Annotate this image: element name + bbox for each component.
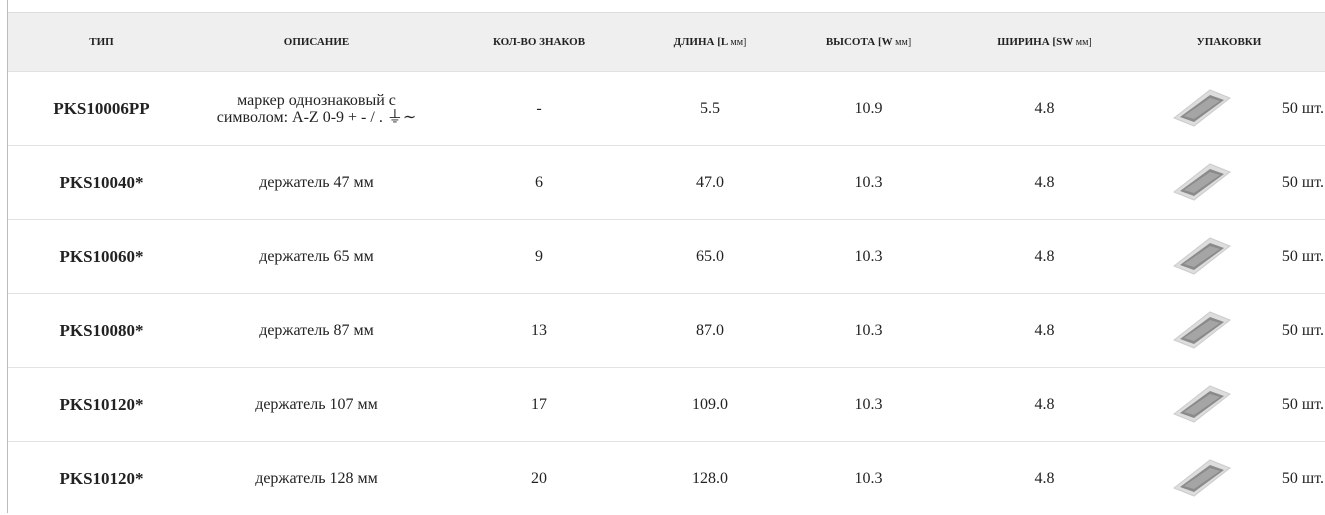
length-cell: 109.0 — [640, 368, 780, 442]
description-line: держатель 65 мм — [259, 248, 374, 265]
length-cell: 65.0 — [640, 220, 780, 294]
pack-quantity: 50 шт. — [1282, 396, 1324, 413]
pack-cell: 50 шт. — [1132, 146, 1325, 220]
count-cell: 13 — [438, 294, 640, 368]
header-cell: КОЛ-ВО ЗНАКОВ — [438, 13, 640, 72]
width-cell: 4.8 — [957, 72, 1132, 146]
pack-quantity: 50 шт. — [1282, 322, 1324, 339]
description-cell: держатель 47 мм — [195, 146, 438, 220]
width-cell: 4.8 — [957, 220, 1132, 294]
description-line: маркер однознаковый с — [237, 92, 396, 109]
height-cell: 10.3 — [780, 220, 957, 294]
package-image — [1170, 162, 1232, 202]
pack-cell: 50 шт. — [1132, 220, 1325, 294]
description-line: держатель 87 мм — [259, 322, 374, 339]
type-cell: PKS10120* — [8, 368, 195, 442]
header-label: ТИП — [89, 36, 113, 48]
length-cell: 5.5 — [640, 72, 780, 146]
header-label: ДЛИНА [L — [674, 36, 728, 48]
pack-quantity: 50 шт. — [1282, 100, 1324, 117]
header-label: ОПИСАНИЕ — [284, 36, 349, 48]
description-cell: держатель 65 мм — [195, 220, 438, 294]
height-cell: 10.3 — [780, 368, 957, 442]
header-cell: ДЛИНА [L мм] — [640, 13, 780, 72]
type-cell: PKS10080* — [8, 294, 195, 368]
header-label: КОЛ-ВО ЗНАКОВ — [493, 36, 585, 48]
pack-quantity: 50 шт. — [1282, 174, 1324, 191]
header-label: ШИРИНА [SW — [997, 36, 1073, 48]
count-cell: 20 — [438, 442, 640, 515]
description-line: держатель 128 мм — [255, 470, 378, 487]
header-unit: мм] — [1076, 37, 1092, 48]
width-cell: 4.8 — [957, 368, 1132, 442]
height-cell: 10.9 — [780, 72, 957, 146]
width-cell: 4.8 — [957, 146, 1132, 220]
height-cell: 10.3 — [780, 146, 957, 220]
header-unit: мм] — [895, 37, 911, 48]
width-cell: 4.8 — [957, 442, 1132, 515]
type-cell: PKS10006PP — [8, 72, 195, 146]
header-cell: ВЫСОТА [W мм] — [780, 13, 957, 72]
header-label: УПАКОВКИ — [1197, 36, 1262, 48]
count-cell: 6 — [438, 146, 640, 220]
header-cell: ОПИСАНИЕ — [195, 13, 438, 72]
header-cell: ТИП — [8, 13, 195, 72]
pack-cell: 50 шт. — [1132, 294, 1325, 368]
pack-cell: 50 шт. — [1132, 72, 1325, 146]
header-cell: ШИРИНА [SW мм] — [957, 13, 1132, 72]
package-image — [1170, 88, 1232, 128]
description-line: держатель 107 мм — [255, 396, 378, 413]
length-cell: 128.0 — [640, 442, 780, 515]
package-image — [1170, 310, 1232, 350]
pack-cell: 50 шт. — [1132, 368, 1325, 442]
description-line: символом: A-Z 0-9 + - / . ⏚∼ — [217, 109, 416, 126]
header-label: ВЫСОТА [W — [826, 36, 893, 48]
type-cell: PKS10060* — [8, 220, 195, 294]
width-cell: 4.8 — [957, 294, 1132, 368]
type-cell: PKS10120* — [8, 442, 195, 515]
type-cell: PKS10040* — [8, 146, 195, 220]
count-cell: - — [438, 72, 640, 146]
length-cell: 47.0 — [640, 146, 780, 220]
pack-quantity: 50 шт. — [1282, 248, 1324, 265]
height-cell: 10.3 — [780, 442, 957, 515]
count-cell: 9 — [438, 220, 640, 294]
package-image — [1170, 236, 1232, 276]
pack-cell: 50 шт. — [1132, 442, 1325, 515]
pack-quantity: 50 шт. — [1282, 470, 1324, 487]
height-cell: 10.3 — [780, 294, 957, 368]
header-cell: УПАКОВКИ — [1132, 13, 1325, 72]
description-line: держатель 47 мм — [259, 174, 374, 191]
package-image — [1170, 458, 1232, 498]
length-cell: 87.0 — [640, 294, 780, 368]
count-cell: 17 — [438, 368, 640, 442]
package-image — [1170, 384, 1232, 424]
description-cell: держатель 87 мм — [195, 294, 438, 368]
description-cell: держатель 107 мм — [195, 368, 438, 442]
header-unit: мм] — [730, 37, 746, 48]
description-cell: держатель 128 мм — [195, 442, 438, 515]
